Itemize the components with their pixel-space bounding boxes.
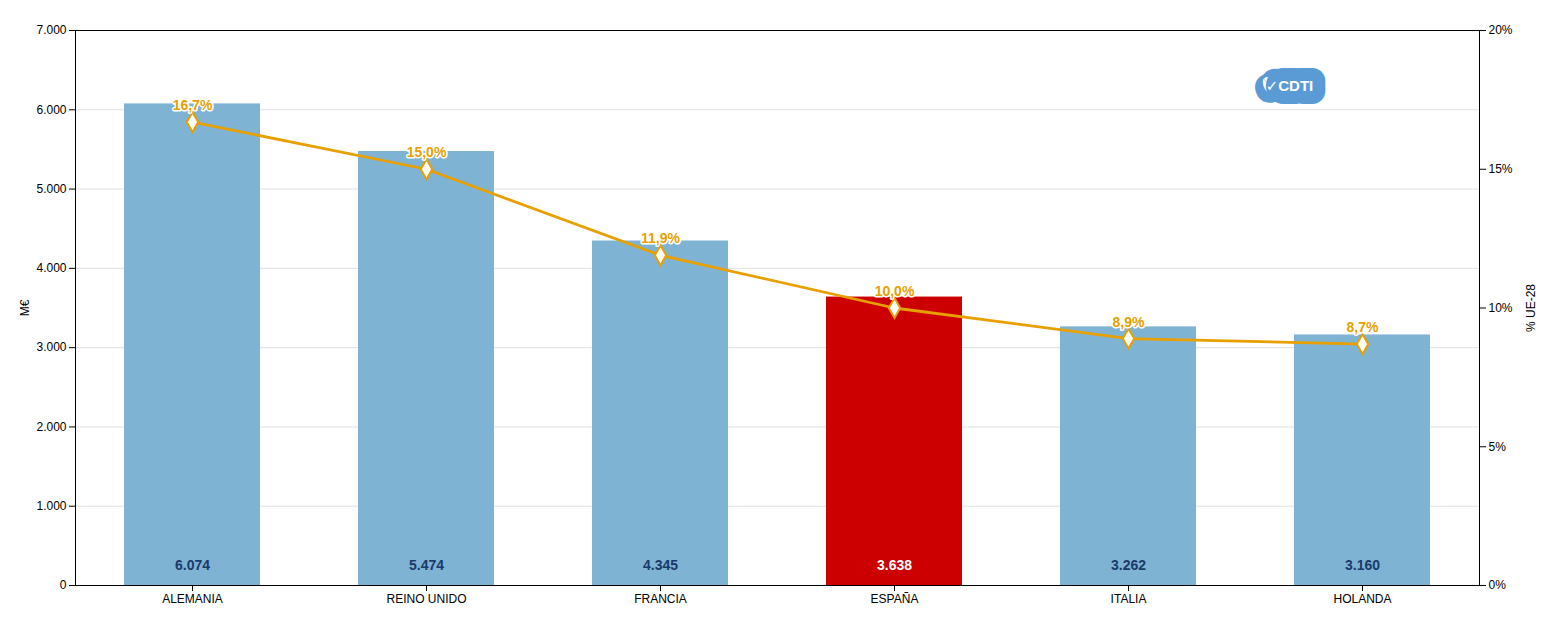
svg-text:0: 0 <box>60 578 67 592</box>
svg-text:20%: 20% <box>1489 23 1513 37</box>
svg-text:8,7%: 8,7% <box>1347 319 1379 335</box>
svg-text:10%: 10% <box>1489 301 1513 315</box>
svg-text:HOLANDA: HOLANDA <box>1333 592 1391 606</box>
svg-text:15%: 15% <box>1489 162 1513 176</box>
svg-text:3.160: 3.160 <box>1345 557 1380 573</box>
svg-text:0%: 0% <box>1489 578 1507 592</box>
svg-text:3.638: 3.638 <box>877 557 912 573</box>
svg-text:15,0%: 15,0% <box>407 144 447 160</box>
svg-text:3.000: 3.000 <box>36 340 66 354</box>
svg-text:10,0%: 10,0% <box>875 283 915 299</box>
svg-text:ESPAÑA: ESPAÑA <box>871 592 919 606</box>
svg-text:4.000: 4.000 <box>36 261 66 275</box>
svg-text:3.262: 3.262 <box>1111 557 1146 573</box>
svg-text:2.000: 2.000 <box>36 420 66 434</box>
svg-text:✓CDTI: ✓CDTI <box>1266 77 1314 94</box>
svg-text:5.000: 5.000 <box>36 182 66 196</box>
svg-text:6.074: 6.074 <box>175 557 210 573</box>
svg-text:16,7%: 16,7% <box>173 97 213 113</box>
svg-text:ALEMANIA: ALEMANIA <box>162 592 223 606</box>
svg-text:5.474: 5.474 <box>409 557 444 573</box>
svg-text:4.345: 4.345 <box>643 557 678 573</box>
svg-text:FRANCIA: FRANCIA <box>634 592 687 606</box>
svg-text:6.000: 6.000 <box>36 103 66 117</box>
svg-text:5%: 5% <box>1489 440 1507 454</box>
svg-text:7.000: 7.000 <box>36 23 66 37</box>
svg-text:11,9%: 11,9% <box>641 230 680 246</box>
svg-text:M€: M€ <box>18 299 32 316</box>
svg-text:% UE-28: % UE-28 <box>1524 284 1538 332</box>
svg-text:ITALIA: ITALIA <box>1111 592 1147 606</box>
svg-text:1.000: 1.000 <box>36 499 66 513</box>
svg-text:REINO UNIDO: REINO UNIDO <box>386 592 466 606</box>
svg-text:8,9%: 8,9% <box>1113 314 1145 330</box>
